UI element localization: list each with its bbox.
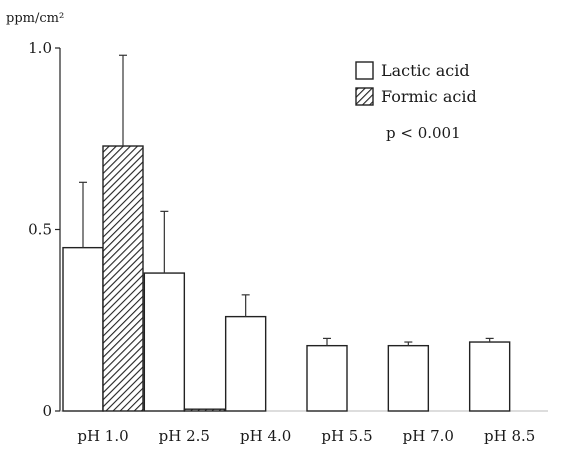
- x-tick-labels: pH 1.0 pH 2.5 pH 4.0 pH 5.5 pH 7.0 pH 8.5: [77, 427, 535, 445]
- y-axis-label: ppm/cm²: [6, 11, 64, 26]
- legend-label-formic: Formic acid: [381, 87, 477, 106]
- y-tick-label: 0.5: [28, 221, 52, 239]
- legend: Lactic acid Formic acid: [355, 61, 477, 106]
- bar-lactic-acid-5: [387, 344, 430, 412]
- bar-lactic-acid-2: [143, 272, 186, 412]
- y-tick-label: 0: [42, 402, 52, 420]
- bar-formic-acid-2: [183, 408, 226, 412]
- x-tick-label: pH 4.0: [240, 427, 291, 445]
- x-tick-label: pH 8.5: [484, 427, 535, 445]
- p-value-annotation: p < 0.001: [386, 124, 461, 142]
- bar-formic-acid-1: [102, 145, 144, 412]
- legend-swatch-formic: [355, 87, 374, 106]
- x-tick-label: pH 1.0: [77, 427, 128, 445]
- bars: [62, 54, 511, 412]
- bar-lactic-acid-3: [224, 315, 267, 412]
- bar-lactic-acid-1: [62, 246, 104, 412]
- legend-swatch-lactic: [355, 61, 374, 80]
- x-tick-label: pH 5.5: [321, 427, 372, 445]
- bar-lactic-acid-4: [306, 344, 348, 412]
- y-tick-label: 1.0: [28, 39, 52, 57]
- x-tick-label: pH 7.0: [403, 427, 454, 445]
- x-tick-label: pH 2.5: [159, 427, 210, 445]
- legend-label-lactic: Lactic acid: [381, 61, 470, 80]
- bar-lactic-acid-6: [468, 341, 511, 412]
